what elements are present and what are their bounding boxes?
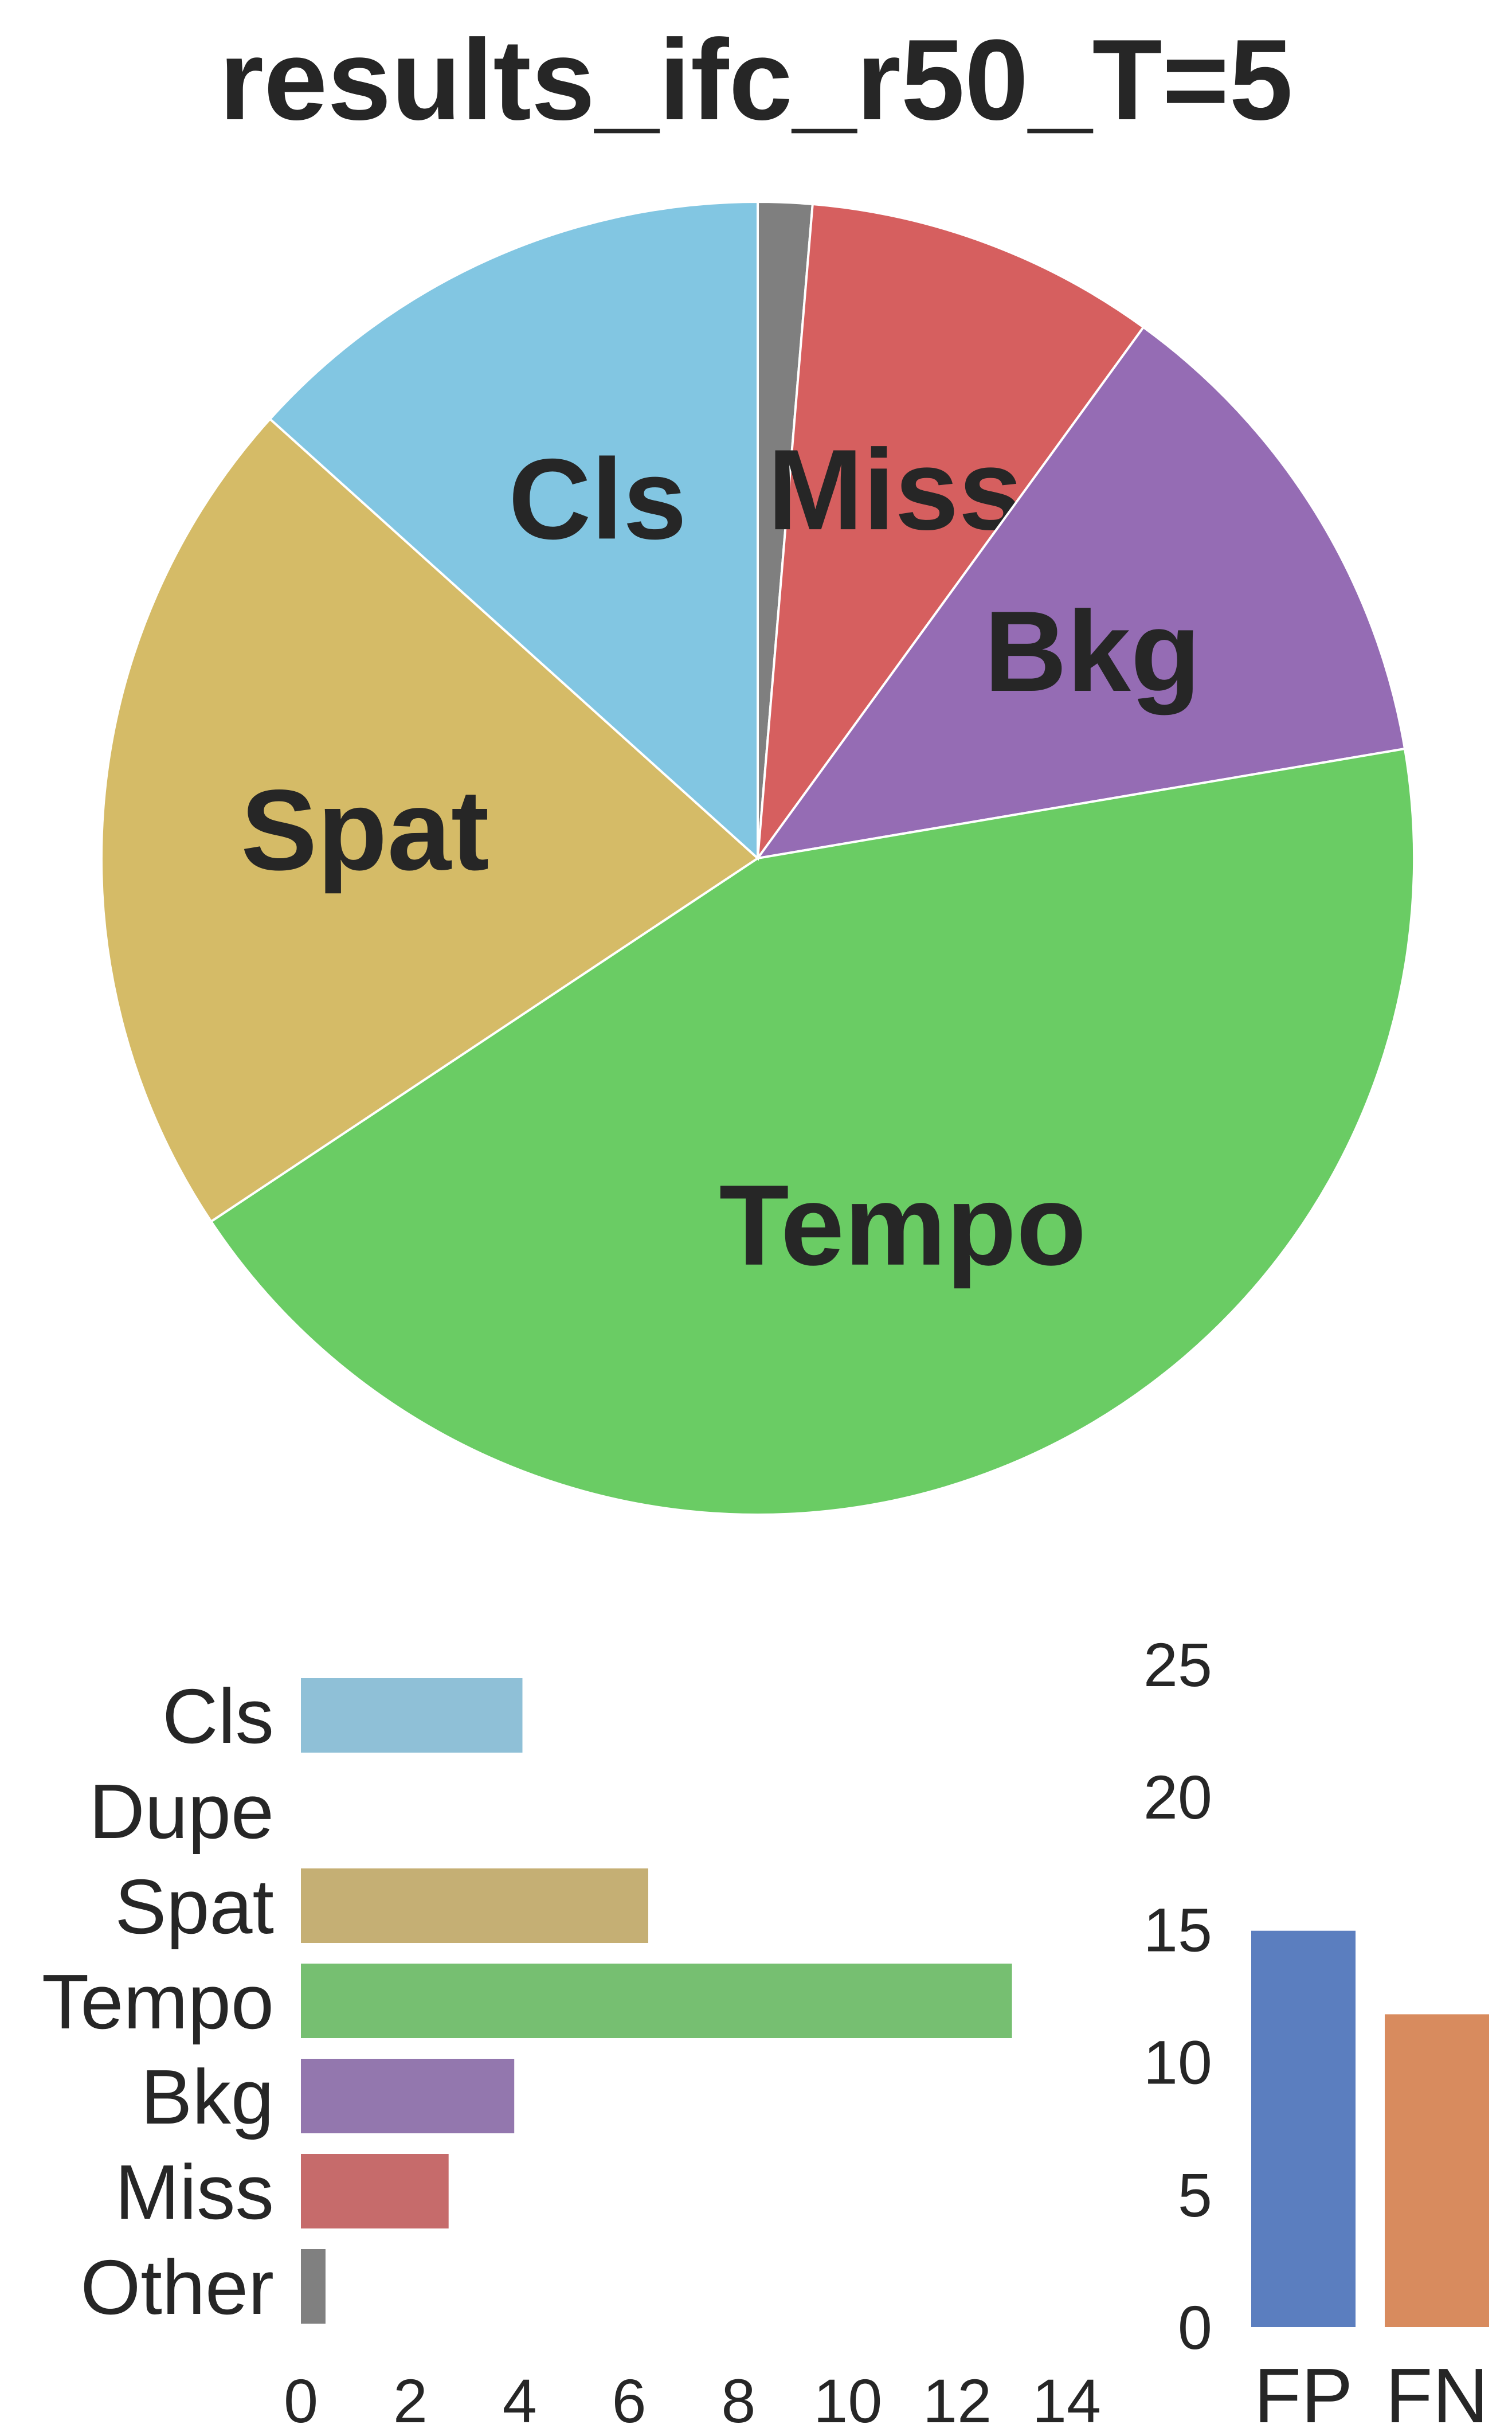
- hbar-xtick-8: 8: [721, 2366, 755, 2432]
- vbar-ytick-15: 15: [1143, 1895, 1212, 1964]
- hbar-xtick-2: 2: [393, 2366, 428, 2432]
- hbar-xtick-14: 14: [1032, 2366, 1101, 2432]
- pie-chart: Miss Bkg Tempo Spat Cls: [100, 200, 1416, 1516]
- pie-label-cls: Cls: [508, 435, 687, 563]
- hbar-xtick-4: 4: [503, 2366, 537, 2432]
- hbar-bar-spat: [301, 1868, 648, 1943]
- vbar-ytick-5: 5: [1178, 2160, 1212, 2230]
- hbar-label-tempo: Tempo: [42, 1958, 274, 2045]
- hbar-xtick-12: 12: [923, 2366, 992, 2432]
- vertical-bar-chart: 0 5 10 15 20 25 FP FN: [1143, 1630, 1489, 2432]
- vbar-ytick-20: 20: [1143, 1762, 1212, 1832]
- hbar-bar-other: [301, 2249, 326, 2324]
- hbar-bar-tempo: [301, 1964, 1012, 2038]
- vbar-bar-fp: [1251, 1930, 1356, 2327]
- hbar-xtick-0: 0: [284, 2366, 318, 2432]
- pie-slice-spat: [100, 417, 760, 1223]
- vbar-ytick-10: 10: [1143, 2028, 1212, 2097]
- hbar-label-dupe: Dupe: [89, 1768, 274, 1855]
- vbar-label-fn: FN: [1385, 2352, 1489, 2432]
- pie-label-spat: Spat: [241, 767, 489, 894]
- hbar-label-other: Other: [80, 2244, 274, 2331]
- pie-label-miss: Miss: [767, 426, 1023, 554]
- pie-label-bkg: Bkg: [984, 588, 1201, 715]
- hbar-bar-cls: [301, 1678, 523, 1753]
- pie-slice-miss: [756, 202, 1145, 862]
- pie-slice-tempo: [209, 747, 1416, 1516]
- hbar-bar-miss: [301, 2154, 449, 2228]
- hbar-label-spat: Spat: [115, 1863, 274, 1950]
- hbar-xtick-10: 10: [813, 2366, 882, 2432]
- hbar-label-cls: Cls: [162, 1673, 274, 1760]
- vbar-label-fp: FP: [1254, 2352, 1353, 2432]
- vbar-ytick-25: 25: [1143, 1630, 1212, 1699]
- pie-slice-bkg: [755, 325, 1407, 860]
- hbar-bar-bkg: [301, 2059, 515, 2133]
- vbar-bar-fn: [1385, 2014, 1489, 2327]
- hbar-label-miss: Miss: [115, 2149, 274, 2235]
- vbar-ytick-0: 0: [1178, 2293, 1212, 2362]
- pie-slice-cls: [268, 200, 759, 861]
- pie-label-tempo: Tempo: [719, 1162, 1087, 1289]
- chart-title: results_ifc_r50_T=5: [219, 16, 1292, 144]
- hbar-xtick-6: 6: [612, 2366, 647, 2432]
- hbar-label-bkg: Bkg: [140, 2054, 274, 2140]
